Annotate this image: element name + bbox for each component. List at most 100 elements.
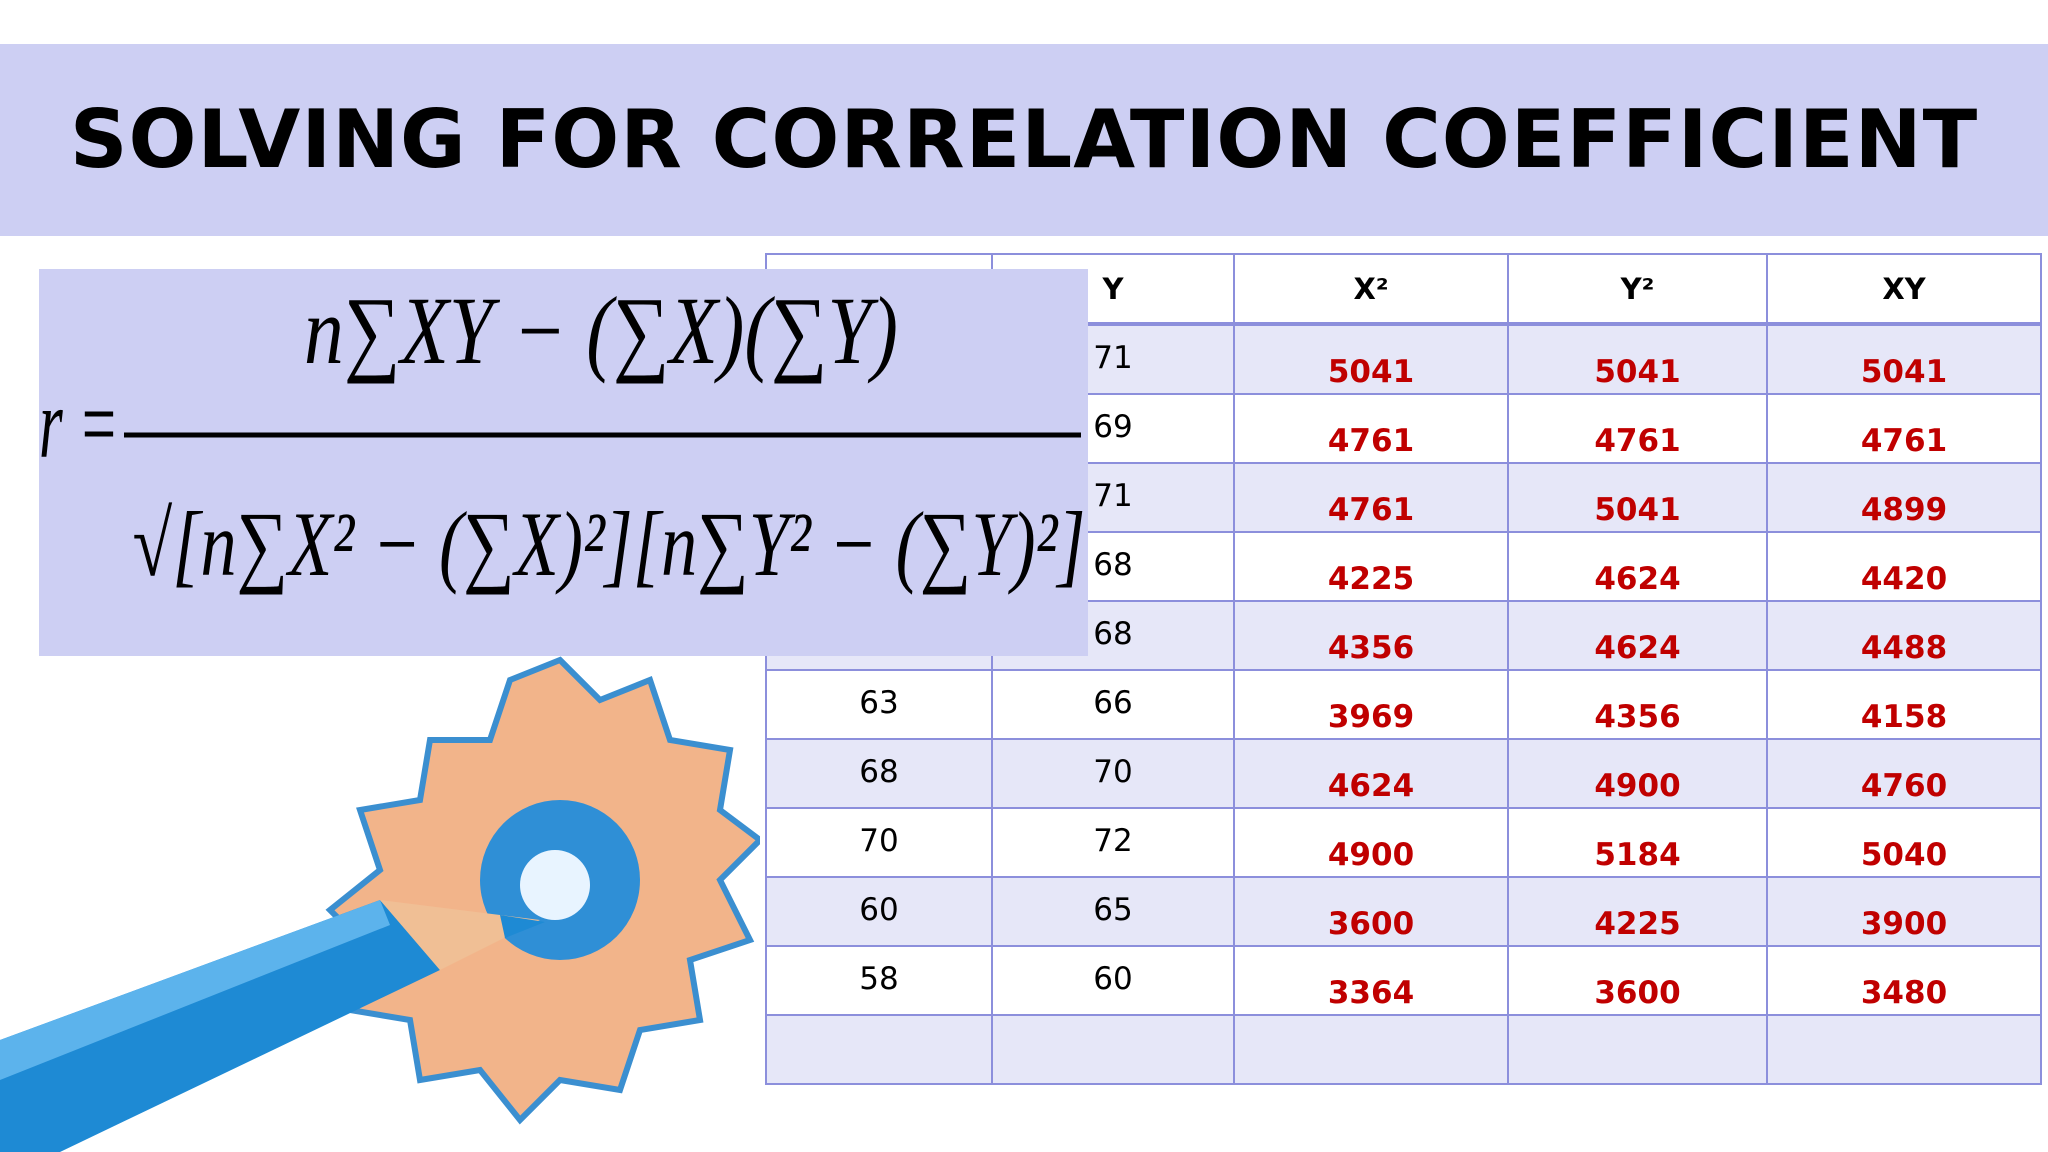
shavings-core <box>520 850 590 920</box>
table-cell: 4761 <box>1233 393 1509 464</box>
value: 66 <box>1093 685 1133 721</box>
table-cell: 60 <box>991 945 1235 1016</box>
table-row: 58 60 3364 3600 3480 <box>765 945 2042 1016</box>
value: 69 <box>1093 409 1133 445</box>
header-cell: X² <box>1233 253 1509 326</box>
table-cell: 4225 <box>1507 876 1768 947</box>
computed-value: 5041 <box>1327 354 1415 390</box>
title-band <box>0 44 2048 236</box>
pencil-edge <box>0 900 390 1080</box>
computed-value: 4761 <box>1327 423 1415 459</box>
table-cell: 4624 <box>1507 600 1768 671</box>
table-cell: 4760 <box>1766 738 2042 809</box>
computed-value: 5184 <box>1594 837 1681 873</box>
table-cell: 4899 <box>1766 462 2042 533</box>
computed-value: 4900 <box>1327 837 1415 873</box>
table-cell: 3900 <box>1766 876 2042 947</box>
computed-value: 3364 <box>1327 975 1415 1011</box>
table-cell: 5040 <box>1766 807 2042 878</box>
computed-value: 4420 <box>1860 561 1948 597</box>
computed-value: 3600 <box>1327 906 1415 942</box>
table-cell: 3364 <box>1233 945 1509 1016</box>
table-cell: 3480 <box>1766 945 2042 1016</box>
table-cell: 68 <box>765 738 993 809</box>
computed-value: 4761 <box>1327 492 1415 528</box>
computed-value: 3600 <box>1594 975 1681 1011</box>
computed-value: 4356 <box>1594 699 1681 735</box>
table-cell: 4356 <box>1507 669 1768 740</box>
computed-value: 4624 <box>1327 768 1415 804</box>
table-cell: 70 <box>765 807 993 878</box>
table-row: 70 72 4900 5184 5040 <box>765 807 2042 878</box>
table-cell: 60 <box>765 876 993 947</box>
table-cell: 4761 <box>1233 462 1509 533</box>
table-cell: 5184 <box>1507 807 1768 878</box>
header-cell: XY <box>1766 253 2042 326</box>
computed-value: 5041 <box>1860 354 1948 390</box>
computed-value: 4356 <box>1327 630 1415 666</box>
table-cell: 4624 <box>1233 738 1509 809</box>
pencil-tip <box>380 900 540 970</box>
table-cell: 4225 <box>1233 531 1509 602</box>
formula-background <box>39 269 1088 656</box>
table-cell: 5041 <box>1507 323 1768 395</box>
table-cell: 63 <box>765 669 993 740</box>
computed-value: 4900 <box>1594 768 1681 804</box>
value: 70 <box>859 823 899 859</box>
table-cell: 3600 <box>1507 945 1768 1016</box>
computed-value: 4158 <box>1860 699 1948 735</box>
table-row: 60 65 3600 4225 3900 <box>765 876 2042 947</box>
table-cell: 5041 <box>1766 323 2042 395</box>
data-table: Y X² Y² XY 71 5041 5041 5041 69 4761 4761 4761 71 476… <box>765 253 2042 1085</box>
table-cell: 4158 <box>1766 669 2042 740</box>
table-cell <box>991 1014 1235 1085</box>
value: 71 <box>1093 340 1133 376</box>
value: 58 <box>859 961 899 997</box>
formula-lhs: r = <box>39 368 119 479</box>
computed-value: 4899 <box>1860 492 1948 528</box>
table-cell: 4624 <box>1507 531 1768 602</box>
computed-value: 4761 <box>1860 423 1948 459</box>
table-cell: 4900 <box>1507 738 1768 809</box>
table-cell: 3600 <box>1233 876 1509 947</box>
table-row <box>765 1014 2042 1085</box>
table-cell: 4488 <box>1766 600 2042 671</box>
table-cell: 4356 <box>1233 600 1509 671</box>
computed-value: 3900 <box>1860 906 1948 942</box>
computed-value: 5040 <box>1860 837 1948 873</box>
pencil-image <box>0 656 760 1152</box>
table-cell: 4761 <box>1507 393 1768 464</box>
computed-value: 4488 <box>1860 630 1948 666</box>
table-cell <box>765 1014 993 1085</box>
value: 68 <box>1093 616 1133 652</box>
table-cell: 65 <box>991 876 1235 947</box>
table-cell: 5041 <box>1507 462 1768 533</box>
value: 72 <box>1093 823 1133 859</box>
table-cell: 66 <box>991 669 1235 740</box>
computed-value: 4225 <box>1594 906 1681 942</box>
pencil-body <box>0 900 440 1152</box>
table-cell: 4420 <box>1766 531 2042 602</box>
table-cell: 5041 <box>1233 323 1509 395</box>
table-cell: 58 <box>765 945 993 1016</box>
computed-value: 4624 <box>1594 561 1681 597</box>
pencil-lead <box>500 915 545 938</box>
slide-title: SOLVING FOR CORRELATION COEFFICIENT <box>69 93 1979 186</box>
table-cell: 4761 <box>1766 393 2042 464</box>
value: 70 <box>1093 754 1133 790</box>
table-cell: 3969 <box>1233 669 1509 740</box>
computed-value: 4225 <box>1327 561 1415 597</box>
table-cell <box>1233 1014 1509 1085</box>
computed-value: 5041 <box>1594 354 1681 390</box>
computed-value: 3969 <box>1327 699 1415 735</box>
value: 68 <box>859 754 899 790</box>
value: 63 <box>859 685 899 721</box>
computed-value: 5041 <box>1594 492 1681 528</box>
table-row: 63 66 3969 4356 4158 <box>765 669 2042 740</box>
formula-denominator: √[n∑X² − (∑X)²][n∑Y² − (∑Y)²] <box>133 493 1086 595</box>
table-cell: 4900 <box>1233 807 1509 878</box>
computed-value: 4761 <box>1594 423 1681 459</box>
value: 65 <box>1093 892 1133 928</box>
computed-value: 4624 <box>1594 630 1681 666</box>
